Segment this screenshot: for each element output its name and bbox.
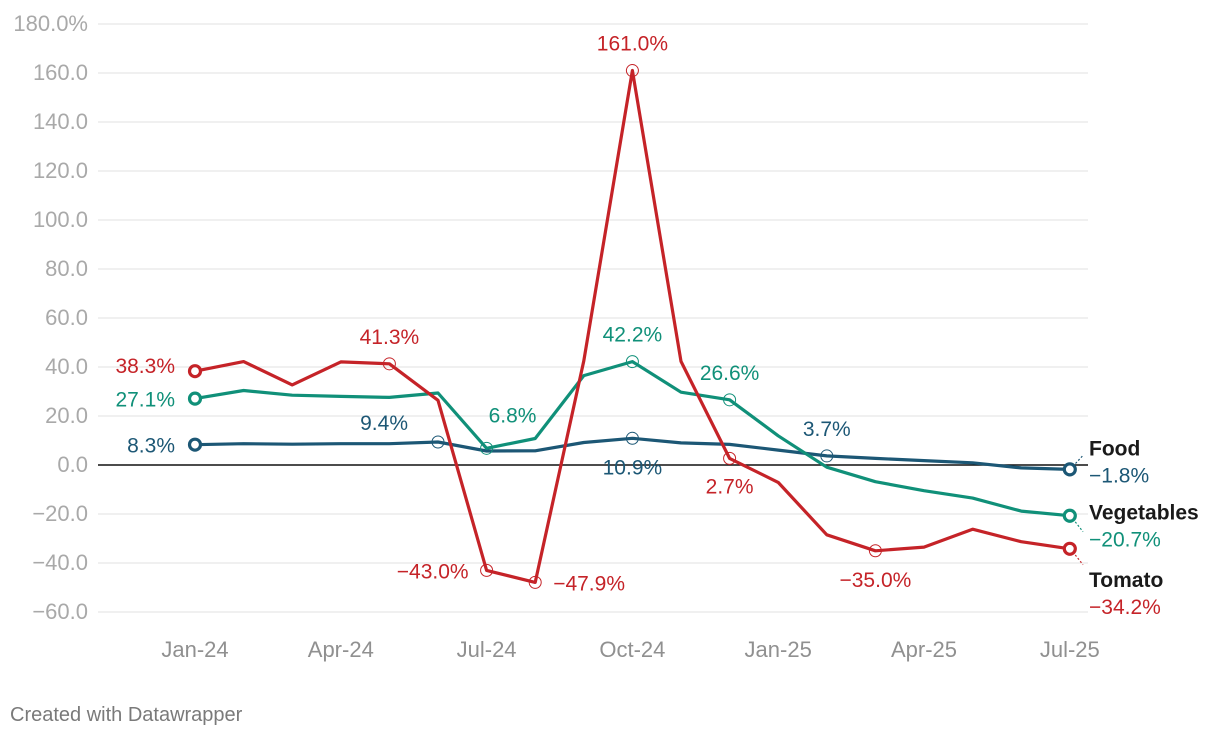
x-tick-label: Oct-24 bbox=[599, 637, 665, 662]
vegetables-data-label: 42.2% bbox=[603, 324, 663, 347]
tomato-data-label: 2.7% bbox=[706, 475, 754, 498]
food-series-name: Food bbox=[1089, 437, 1140, 460]
vegetables-data-label: 27.1% bbox=[115, 389, 175, 412]
y-tick-label: −60.0 bbox=[32, 599, 88, 624]
tomato-data-label: −35.0% bbox=[839, 569, 911, 592]
y-tick-label: 60.0 bbox=[45, 305, 88, 330]
vegetables-end-point bbox=[1062, 508, 1077, 523]
food-end-point bbox=[1062, 462, 1077, 477]
tomato-end-value: −34.2% bbox=[1089, 596, 1161, 619]
y-tick-label: 140.0 bbox=[33, 109, 88, 134]
tomato-data-point bbox=[868, 544, 882, 558]
vegetables-data-point bbox=[480, 441, 494, 455]
y-tick-label: 100.0 bbox=[33, 207, 88, 232]
food-data-label: 3.7% bbox=[803, 418, 851, 441]
tomato-start-point bbox=[187, 364, 203, 379]
y-tick-label: 80.0 bbox=[45, 256, 88, 281]
tomato-data-point bbox=[528, 575, 542, 589]
food-data-point bbox=[820, 449, 834, 463]
x-tick-label: Apr-24 bbox=[308, 637, 374, 662]
x-tick-label: Jul-24 bbox=[457, 637, 517, 662]
vegetables-data-point bbox=[723, 393, 737, 407]
x-axis: Jan-24 Apr-24 Jul-24 Oct-24 Jan-25 Apr-25 Jul-… bbox=[161, 637, 1099, 662]
x-tick-label: Jan-24 bbox=[161, 637, 228, 662]
datawrapper-credit[interactable]: Created with Datawrapper bbox=[10, 704, 243, 726]
tomato-end-connector bbox=[1072, 551, 1084, 566]
tomato-data-label: 38.3% bbox=[115, 355, 175, 378]
y-tick-label: 120.0 bbox=[33, 158, 88, 183]
x-tick-label: Jul-25 bbox=[1040, 637, 1100, 662]
food-data-point bbox=[431, 435, 445, 449]
annotation-layer: 8.3% 9.4% 10.9% 3.7% Food −1.8% 27.1% 6.8% 42.2%… bbox=[115, 33, 1198, 619]
food-end-value: −1.8% bbox=[1089, 464, 1149, 487]
y-tick-label: 0.0 bbox=[57, 452, 88, 477]
vegetables-series-name: Vegetables bbox=[1089, 502, 1199, 525]
grid-layer bbox=[98, 23, 1088, 613]
food-data-label: 10.9% bbox=[603, 456, 663, 479]
tomato-series-name: Tomato bbox=[1089, 569, 1163, 592]
vegetables-data-label: 26.6% bbox=[700, 362, 760, 385]
vegetables-start-point bbox=[187, 391, 203, 406]
tomato-data-label: 41.3% bbox=[360, 326, 420, 349]
line-chart: 180.0% 160.0 140.0 120.0 100.0 80.0 60.0 40.0 20… bbox=[13, 11, 1198, 662]
y-tick-label: 40.0 bbox=[45, 354, 88, 379]
tomato-data-label: 161.0% bbox=[597, 33, 668, 56]
food-start-point bbox=[187, 437, 203, 452]
tomato-data-point bbox=[480, 563, 494, 577]
y-axis: 180.0% 160.0 140.0 120.0 100.0 80.0 60.0 40.0 20… bbox=[13, 11, 88, 624]
series-layer bbox=[187, 64, 1077, 589]
y-tick-label: −20.0 bbox=[32, 501, 88, 526]
y-tick-label: −40.0 bbox=[32, 550, 88, 575]
food-data-point bbox=[625, 431, 639, 445]
tomato-series-line bbox=[193, 68, 1072, 584]
food-end-connector bbox=[1072, 455, 1084, 467]
vegetables-data-label: 6.8% bbox=[489, 404, 537, 427]
food-series-line bbox=[193, 436, 1072, 471]
tomato-data-label: −43.0% bbox=[397, 560, 469, 583]
x-tick-label: Apr-25 bbox=[891, 637, 957, 662]
vegetables-series-line bbox=[193, 360, 1072, 518]
tomato-data-label: −47.9% bbox=[553, 572, 625, 595]
tomato-data-point bbox=[382, 357, 396, 371]
x-tick-label: Jan-25 bbox=[745, 637, 812, 662]
food-data-label: 9.4% bbox=[360, 412, 408, 435]
food-data-label: 8.3% bbox=[127, 435, 175, 458]
vegetables-end-value: −20.7% bbox=[1089, 529, 1161, 552]
vegetables-data-point bbox=[625, 355, 639, 369]
y-tick-label: 180.0% bbox=[13, 11, 88, 36]
y-tick-label: 20.0 bbox=[45, 403, 88, 428]
tomato-end-point bbox=[1062, 541, 1077, 556]
tomato-data-point bbox=[625, 64, 639, 78]
vegetables-end-connector bbox=[1072, 518, 1084, 533]
tomato-data-point bbox=[723, 451, 737, 465]
y-tick-label: 160.0 bbox=[33, 60, 88, 85]
